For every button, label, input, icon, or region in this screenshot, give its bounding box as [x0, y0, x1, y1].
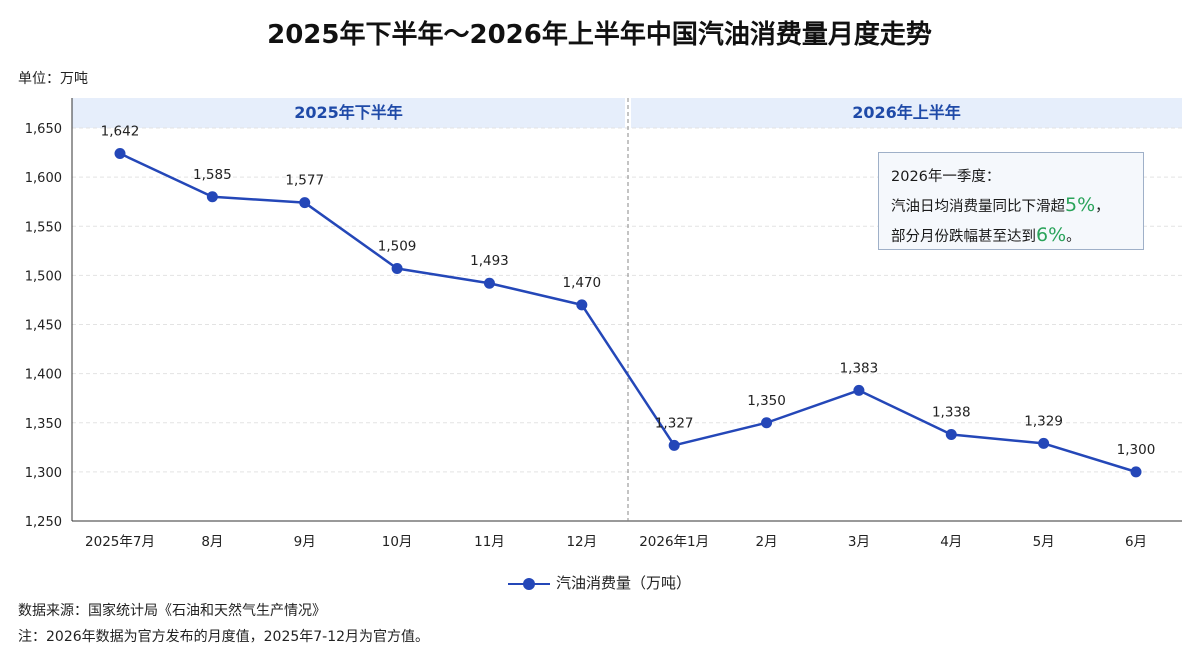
- x-tick-label: 10月: [382, 534, 413, 550]
- x-tick-label: 8月: [201, 534, 223, 550]
- section-band: [631, 98, 1182, 128]
- y-tick-label: 1,300: [25, 466, 62, 481]
- callout-line-2: 汽油日均消费量同比下滑超5%，: [891, 191, 1131, 221]
- data-label: 1,338: [932, 405, 971, 421]
- data-point: [1130, 466, 1142, 478]
- data-point: [668, 439, 680, 451]
- callout-box: 2026年一季度： 汽油日均消费量同比下滑超5%， 部分月份跌幅甚至达到6%。: [878, 152, 1144, 250]
- callout-line-3-text: 部分月份跌幅甚至达到: [891, 229, 1036, 245]
- data-point: [299, 197, 311, 209]
- callout-line-3-end: 。: [1066, 229, 1081, 245]
- data-label: 1,509: [378, 238, 417, 254]
- data-label: 1,383: [840, 360, 879, 376]
- legend: 汽油消费量（万吨）: [0, 572, 1199, 593]
- y-tick-label: 1,550: [25, 220, 62, 235]
- x-tick-label: 9月: [294, 534, 316, 550]
- x-tick-label: 5月: [1033, 534, 1055, 550]
- x-tick-label: 12月: [566, 534, 597, 550]
- data-point: [1038, 437, 1050, 449]
- data-point: [761, 417, 773, 429]
- callout-line-3: 部分月份跌幅甚至达到6%。: [891, 221, 1131, 251]
- data-label: 1,585: [193, 167, 232, 183]
- data-label: 1,493: [470, 253, 509, 269]
- section-label: 2025年下半年: [294, 103, 403, 122]
- x-tick-label: 11月: [474, 534, 505, 550]
- x-tick-label: 2025年7月: [85, 534, 155, 550]
- callout-line-2-text: 汽油日均消费量同比下滑超: [891, 199, 1065, 215]
- y-tick-label: 1,500: [25, 269, 62, 284]
- legend-line-marker-icon: [507, 577, 550, 591]
- data-label: 1,300: [1117, 442, 1156, 458]
- data-label: 1,329: [1024, 413, 1063, 429]
- data-point: [576, 299, 588, 311]
- x-tick-label: 4月: [940, 534, 962, 550]
- y-tick-label: 1,600: [25, 171, 62, 186]
- data-label: 1,327: [655, 415, 694, 431]
- data-point: [206, 191, 218, 203]
- x-tick-label: 3月: [848, 534, 870, 550]
- section-band: [72, 98, 625, 128]
- data-label: 1,577: [285, 173, 324, 189]
- y-tick-label: 1,250: [25, 515, 62, 530]
- legend-label: 汽油消费量（万吨）: [555, 574, 691, 592]
- y-tick-label: 1,650: [25, 122, 62, 137]
- callout-line-2-end: ，: [1095, 199, 1110, 215]
- data-point: [853, 384, 865, 396]
- x-tick-label: 6月: [1125, 534, 1147, 550]
- callout-line-1: 2026年一季度：: [891, 169, 1001, 185]
- y-tick-label: 1,350: [25, 417, 62, 432]
- section-label: 2026年上半年: [852, 103, 961, 122]
- callout-highlight-5pct: 5%: [1065, 194, 1096, 216]
- data-label: 1,350: [747, 393, 786, 409]
- chart-title: 2025年下半年～2026年上半年中国汽油消费量月度走势: [267, 20, 932, 50]
- y-tick-label: 1,450: [25, 319, 62, 334]
- y-tick-label: 1,400: [25, 368, 62, 383]
- callout-highlight-6pct: 6%: [1036, 224, 1067, 246]
- data-point: [945, 429, 957, 441]
- unit-label: 单位：万吨: [18, 71, 88, 87]
- data-label: 1,642: [101, 124, 140, 140]
- data-label: 1,470: [562, 275, 601, 291]
- data-point: [483, 277, 495, 289]
- data-source: 数据来源：国家统计局《石油和天然气生产情况》: [18, 603, 326, 619]
- data-point: [114, 148, 126, 160]
- data-point: [391, 262, 403, 274]
- x-tick-label: 2月: [755, 534, 777, 550]
- series-line: [119, 152, 1137, 474]
- footnote: 注：2026年数据为官方发布的月度值，2025年7-12月为官方值。: [18, 629, 430, 645]
- x-tick-label: 2026年1月: [639, 534, 709, 550]
